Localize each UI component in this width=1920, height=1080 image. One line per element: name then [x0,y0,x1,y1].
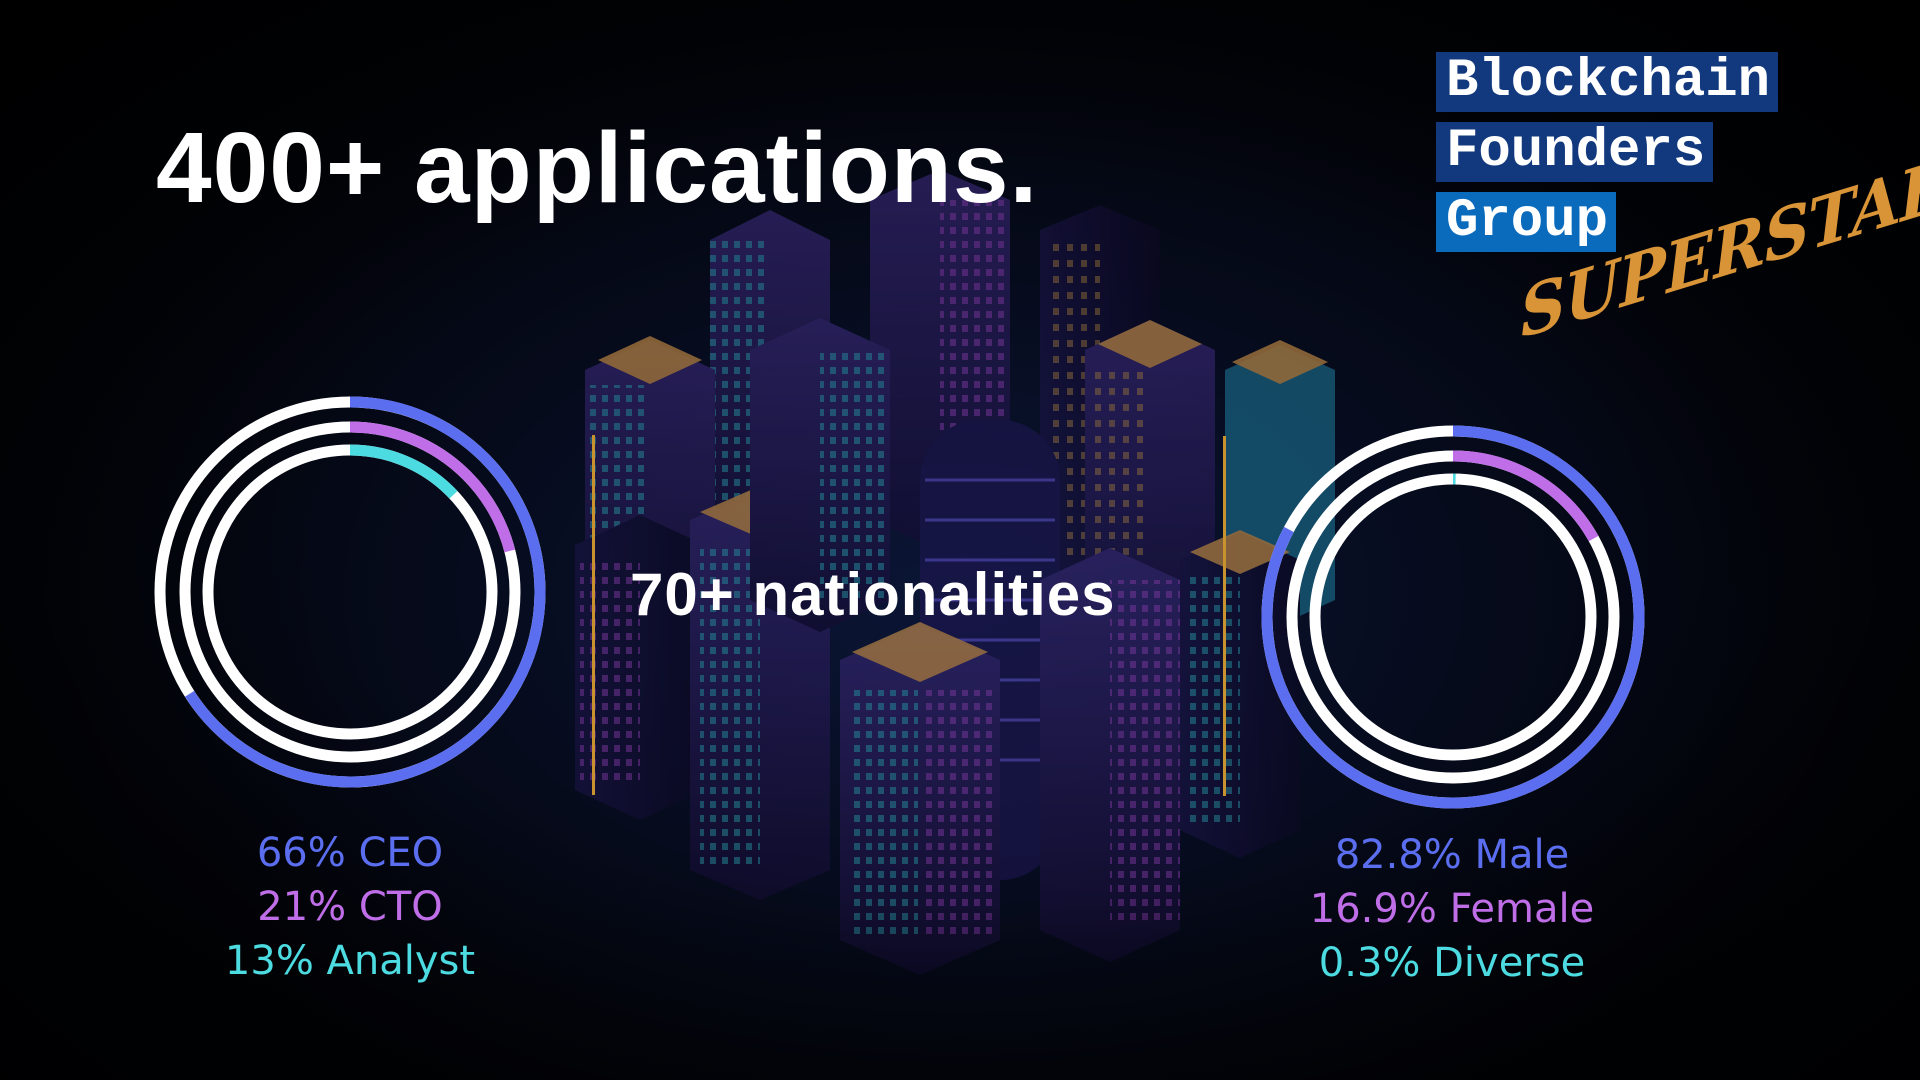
ring-arc-cto [349,421,516,553]
gender-ring-chart [1261,425,1645,809]
roles-ring-chart [154,396,546,788]
nationalities-stat: 70+ nationalities [630,561,1116,628]
ring-arc-analyst [349,444,458,499]
ring-arc-male [1261,425,1645,809]
legend-label-male: 82.8% Male [1334,832,1570,878]
ring-arc-ceo [184,396,546,788]
legend-label-female: 16.9% Female [1309,886,1595,932]
legend-label-analyst: 13% Analyst [224,938,476,984]
gender-legend: 82.8% Male 16.9% Female 0.3% Diverse [1232,828,1672,990]
legend-label-diverse: 0.3% Diverse [1318,940,1586,986]
logo-line-group: Group [1436,192,1617,252]
roles-legend: 66% CEO 21% CTO 13% Analyst [130,826,570,988]
legend-label-ceo: 66% CEO [256,830,444,876]
legend-label-cto: 21% CTO [257,884,443,930]
headline: 400+ applications. [156,112,1039,224]
blockchain-founders-group-logo: Blockchain Founders Group SUPERSTARS [1436,52,1920,372]
logo-line-blockchain: Blockchain [1436,52,1779,112]
divider-line-right [1223,436,1226,796]
logo-line-founders: Founders [1436,122,1714,182]
ring-track-diverse [1309,473,1597,761]
divider-line-left [592,435,595,795]
ring-arc-female [1452,450,1599,542]
